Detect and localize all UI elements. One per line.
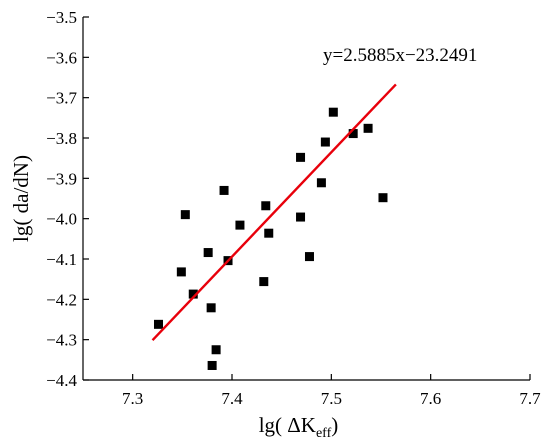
data-point — [316, 178, 326, 188]
data-point — [188, 289, 198, 299]
x-axis-title-main: lg( ΔK — [259, 413, 316, 437]
y-tick-label: −3.6 — [46, 48, 77, 67]
data-points — [153, 107, 388, 370]
x-tick-label: 7.6 — [420, 389, 441, 408]
x-ticks: 7.3 7.4 7.5 7.6 7.7 — [122, 374, 541, 408]
data-point — [296, 152, 306, 162]
data-point — [378, 193, 388, 203]
data-point — [348, 129, 358, 139]
data-point — [211, 345, 221, 355]
data-point — [363, 123, 373, 133]
plot-area: −3.5 −3.6 −3.7 −3.8 −3.9 −4.0 −4.1 −4.2 −4.3 −4.4… — [46, 8, 541, 408]
data-point — [235, 220, 245, 230]
data-point — [328, 107, 338, 117]
data-point — [176, 267, 186, 277]
x-tick-label: 7.4 — [221, 389, 243, 408]
y-tick-label: −4.4 — [46, 371, 77, 390]
data-point — [203, 248, 213, 258]
data-point — [304, 252, 314, 262]
y-axis-title: lg( da/dN) — [9, 155, 33, 242]
data-point — [206, 303, 216, 313]
data-point — [259, 277, 269, 287]
data-point — [180, 210, 190, 220]
x-axis-title-subscript: eff — [316, 426, 332, 441]
y-tick-label: −4.0 — [46, 210, 77, 229]
x-axis-title: lg( ΔKeff) — [259, 413, 339, 441]
y-tick-label: −4.3 — [46, 331, 77, 350]
x-tick-label: 7.7 — [519, 389, 541, 408]
x-tick-label: 7.3 — [122, 389, 143, 408]
y-ticks: −3.5 −3.6 −3.7 −3.8 −3.9 −4.0 −4.1 −4.2 −4.3 −4.4 — [46, 8, 89, 390]
regression-equation: y=2.5885x−23.2491 — [323, 45, 477, 66]
data-point — [296, 212, 306, 222]
y-tick-label: −4.1 — [46, 250, 77, 269]
data-point — [320, 137, 330, 147]
x-tick-label: 7.5 — [321, 389, 342, 408]
y-tick-label: −3.9 — [46, 169, 77, 188]
y-tick-label: −3.7 — [46, 89, 77, 108]
data-point — [153, 319, 163, 329]
data-point — [264, 228, 274, 238]
data-point — [207, 360, 217, 370]
x-axis-title-close: ) — [331, 413, 338, 437]
y-tick-label: −3.5 — [46, 8, 77, 27]
data-point — [261, 201, 271, 211]
data-point — [219, 185, 229, 195]
y-tick-label: −3.8 — [46, 129, 77, 148]
y-tick-label: −4.2 — [46, 290, 77, 309]
regression-line — [151, 83, 397, 342]
